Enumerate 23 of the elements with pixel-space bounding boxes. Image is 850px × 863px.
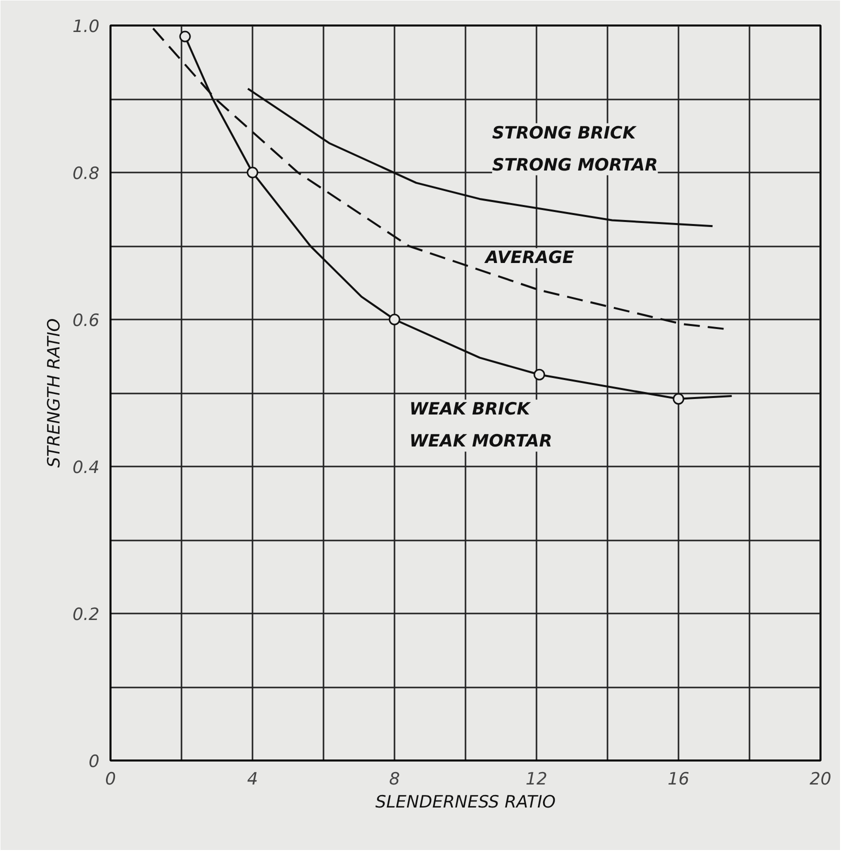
y-tick-label: 0.2 — [72, 605, 100, 625]
point — [534, 368, 546, 380]
line-series — [246, 88, 714, 228]
point — [179, 30, 191, 42]
series-label: WEAK BRICK WEAK MORTAR — [409, 400, 552, 452]
x-tick-label: 4 — [247, 770, 258, 790]
series-label: AVERAGE — [483, 248, 574, 268]
y-tick-label: 0.6 — [72, 311, 100, 331]
y-tick-label: 1.0 — [72, 17, 100, 37]
x-tick-label: 0 — [105, 770, 116, 790]
point — [388, 314, 400, 326]
y-tick-label: 0 — [88, 752, 100, 772]
y-axis-title: STRENGTH RATIO — [44, 318, 64, 468]
y-tick-label: 0.4 — [72, 458, 100, 478]
x-tick-label: 12 — [526, 770, 548, 790]
y-tick-label: 0.8 — [72, 164, 100, 184]
x-tick-label: 20 — [810, 770, 832, 790]
x-tick-label: 16 — [668, 770, 690, 790]
x-axis-title: SLENDERNESS RATIO — [375, 792, 556, 812]
series-label: STRONG BRICK STRONG MORTAR — [492, 123, 658, 176]
point — [672, 393, 684, 405]
x-tick-label: 8 — [389, 770, 400, 790]
point — [246, 166, 258, 178]
